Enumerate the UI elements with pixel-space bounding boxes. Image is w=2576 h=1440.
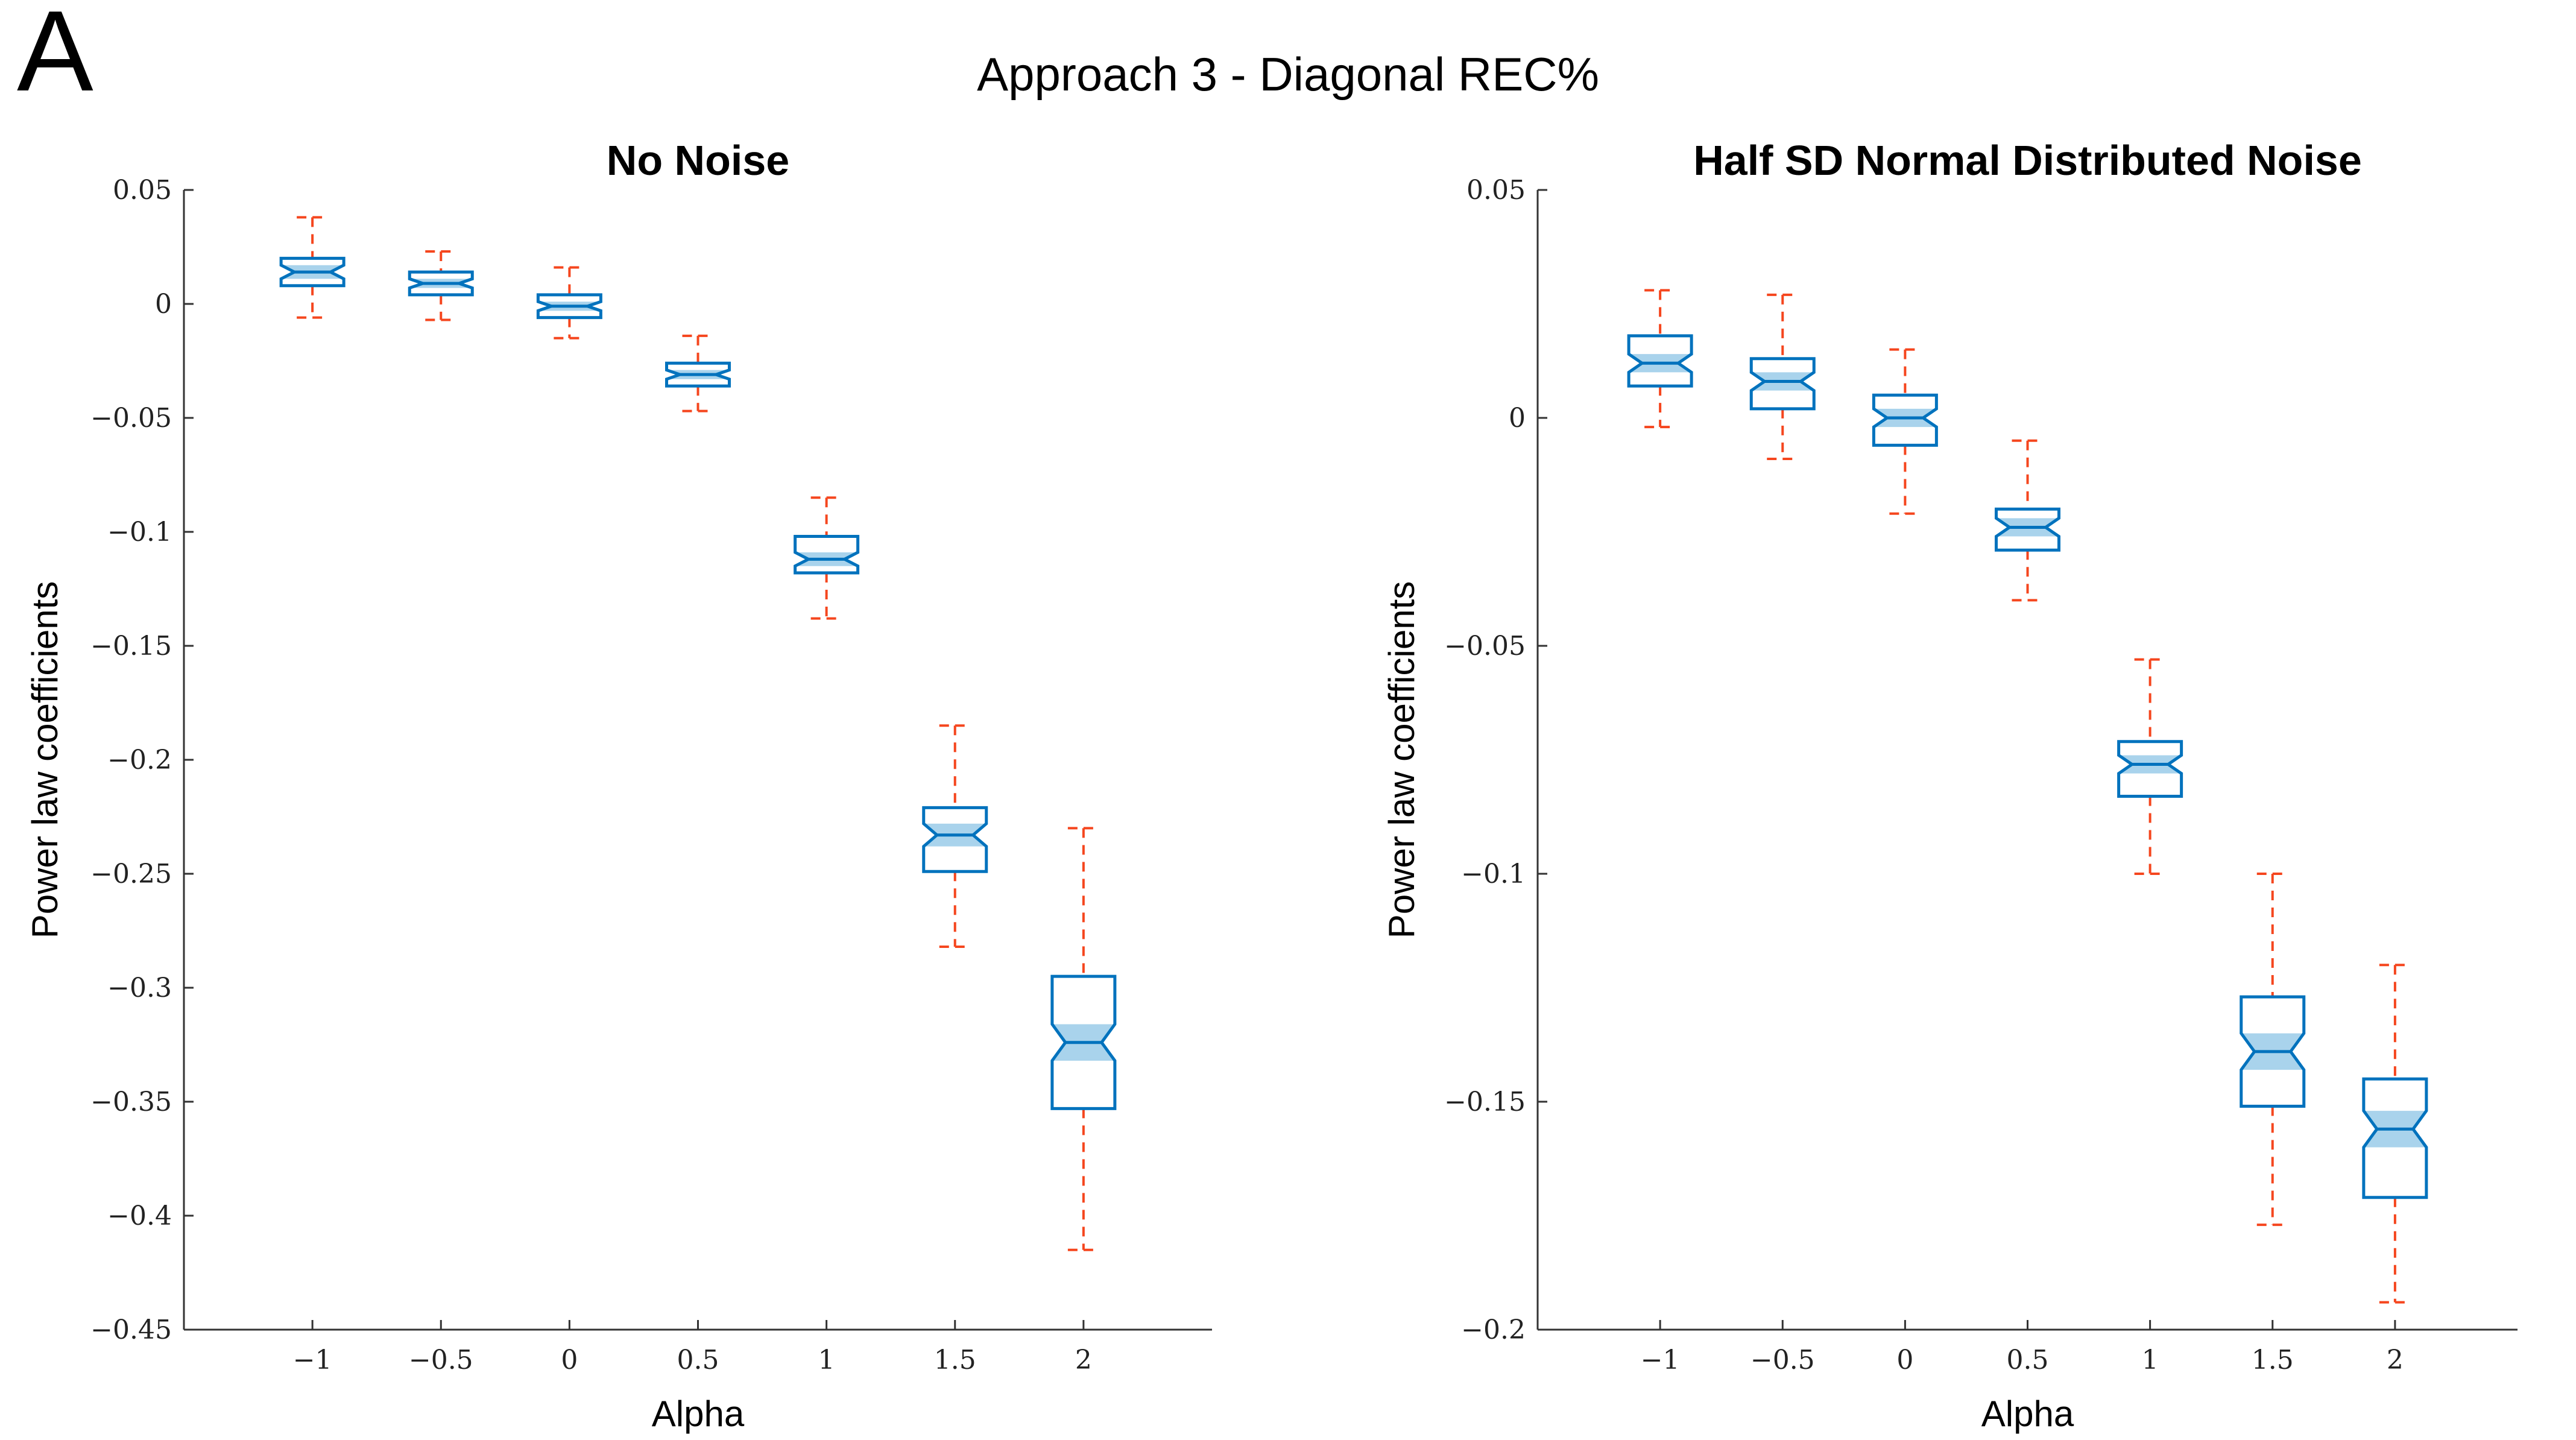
box-outline <box>536 293 602 320</box>
box-alpha-1p5 <box>922 724 988 948</box>
subplot-title: Half SD Normal Distributed Noise <box>1693 137 2362 184</box>
box-alpha-0 <box>1872 348 1938 515</box>
box-outline <box>408 270 474 297</box>
y-tick-label: −0.3 <box>107 973 172 1003</box>
y-tick-label: −0.25 <box>90 859 172 889</box>
x-tick-label: −1 <box>293 1345 332 1375</box>
box-alpha-0 <box>536 266 602 339</box>
box-outline <box>1872 393 1938 447</box>
box-outline <box>279 256 346 288</box>
y-tick-label: −0.15 <box>90 631 172 662</box>
x-tick-label: 1.5 <box>934 1345 976 1375</box>
y-tick-label: −0.05 <box>1444 631 1526 662</box>
box-outline <box>2240 995 2306 1108</box>
box-outline <box>794 535 860 575</box>
x-tick-label: 1 <box>818 1345 835 1375</box>
box-alpha-1 <box>2117 658 2183 875</box>
x-tick-label: 2 <box>1075 1345 1092 1375</box>
box-outline <box>1627 334 1693 388</box>
subplot-title: No Noise <box>607 137 789 184</box>
y-tick-label: 0 <box>155 289 172 320</box>
y-tick-label: −0.4 <box>107 1201 172 1231</box>
box-outline <box>1749 357 1816 411</box>
box-outline <box>2117 740 2183 798</box>
y-tick-label: −0.15 <box>1444 1087 1526 1117</box>
box-alpha-neg1 <box>1627 289 1693 429</box>
y-tick-label: 0.05 <box>1466 175 1526 206</box>
x-tick-label: −0.5 <box>409 1345 473 1375</box>
box-alpha-neg1 <box>279 216 346 319</box>
box-alpha-2 <box>2362 964 2428 1304</box>
y-tick-label: −0.2 <box>1461 1315 1526 1345</box>
y-axis-label: Power law coefficients <box>1381 581 1422 939</box>
box-alpha-1p5 <box>2240 873 2306 1227</box>
y-tick-label: −0.05 <box>90 403 172 434</box>
box-outline <box>2362 1077 2428 1199</box>
y-tick-label: −0.1 <box>1461 859 1526 889</box>
box-alpha-0p5 <box>665 334 731 412</box>
figure-title: Approach 3 - Diagonal REC% <box>977 48 1599 101</box>
box-outline <box>922 806 988 873</box>
subplot-1: No Noise 0.05 0 −0.05 −0.1 −0.15 −0.2 −0.25 −0.3… <box>25 137 1212 1434</box>
x-tick-label: 1.5 <box>2252 1345 2294 1375</box>
x-tick-label: 0 <box>1896 1345 1913 1375</box>
box-outline <box>1050 974 1117 1110</box>
x-tick-label: −0.5 <box>1750 1345 1815 1375</box>
x-tick-label: 2 <box>2387 1345 2404 1375</box>
x-tick-label: 0 <box>561 1345 578 1375</box>
panel-letter: A <box>17 0 93 115</box>
x-tick-label: 1 <box>2142 1345 2159 1375</box>
x-tick-label: 0.5 <box>2007 1345 2049 1375</box>
x-tick-label: −1 <box>1641 1345 1680 1375</box>
y-tick-label: 0.05 <box>113 175 172 206</box>
y-tick-label: −0.35 <box>90 1087 172 1117</box>
x-axis-label: Alpha <box>652 1394 745 1434</box>
x-tick-label: 0.5 <box>677 1345 719 1375</box>
y-tick-label: 0 <box>1509 403 1526 434</box>
y-tick-label: −0.1 <box>107 517 172 548</box>
box-outline <box>665 361 731 388</box>
box-alpha-0p5 <box>1995 439 2060 602</box>
y-axis-label: Power law coefficients <box>25 581 65 939</box>
box-alpha-2 <box>1050 827 1117 1251</box>
y-tick-label: −0.2 <box>107 745 172 775</box>
box-alpha-1 <box>794 496 860 620</box>
box-alpha-neg0p5 <box>1749 293 1816 461</box>
box-alpha-neg0p5 <box>408 250 474 321</box>
x-axis-label: Alpha <box>1981 1394 2074 1434</box>
y-tick-label: −0.45 <box>90 1315 172 1345</box>
box-outline <box>1995 507 2060 552</box>
subplot-2: Half SD Normal Distributed Noise 0.05 0 −0.… <box>1381 137 2518 1434</box>
